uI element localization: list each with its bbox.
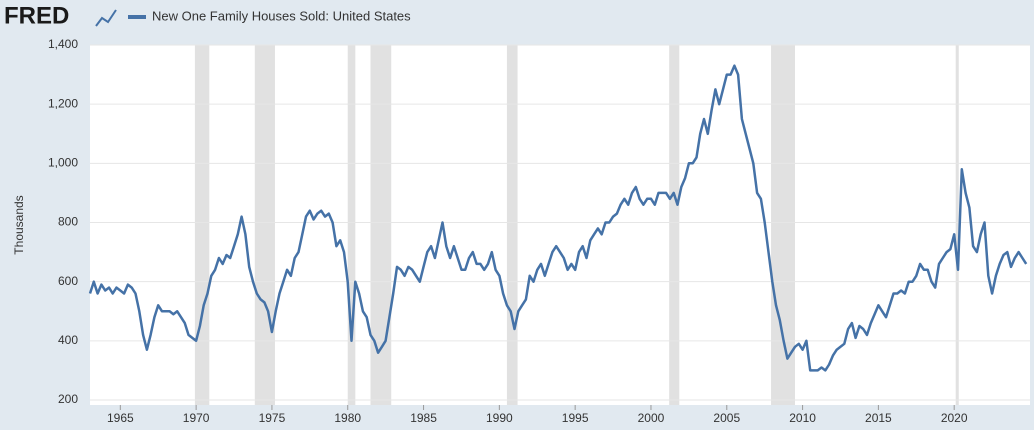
recession-band <box>669 45 680 405</box>
x-tick-label: 1995 <box>562 411 589 425</box>
y-tick-label: 600 <box>58 274 78 288</box>
recession-band <box>347 45 356 405</box>
x-tick-label: 1990 <box>486 411 513 425</box>
recession-band <box>506 45 518 405</box>
y-tick-label: 1,000 <box>48 156 78 170</box>
recession-band <box>254 45 275 405</box>
y-tick-label: 800 <box>58 215 78 229</box>
x-tick-label: 1970 <box>183 411 210 425</box>
y-tick-label: 1,200 <box>48 96 78 110</box>
x-tick-label: 1965 <box>107 411 134 425</box>
x-tick-label: 2010 <box>789 411 816 425</box>
y-axis-label: Thousands <box>12 195 26 254</box>
logo-icon <box>95 9 117 27</box>
x-tick-label: 2005 <box>713 411 740 425</box>
x-tick-label: 2015 <box>865 411 892 425</box>
recession-band <box>955 45 959 405</box>
logo: FRED <box>4 2 69 29</box>
y-tick-label: 1,400 <box>48 37 78 51</box>
x-tick-label: 2000 <box>638 411 665 425</box>
x-tick-label: 1980 <box>334 411 361 425</box>
recession-band <box>194 45 210 405</box>
recession-band <box>771 45 795 405</box>
x-tick-label: 1975 <box>259 411 286 425</box>
series-line <box>88 64 1028 372</box>
y-tick-label: 400 <box>58 333 78 347</box>
recession-band <box>370 45 392 405</box>
legend-label: New One Family Houses Sold: United State… <box>152 8 411 23</box>
x-tick-label: 2020 <box>941 411 968 425</box>
x-tick-label: 1985 <box>410 411 437 425</box>
y-tick-label: 200 <box>58 392 78 406</box>
plot-area <box>90 45 1030 405</box>
